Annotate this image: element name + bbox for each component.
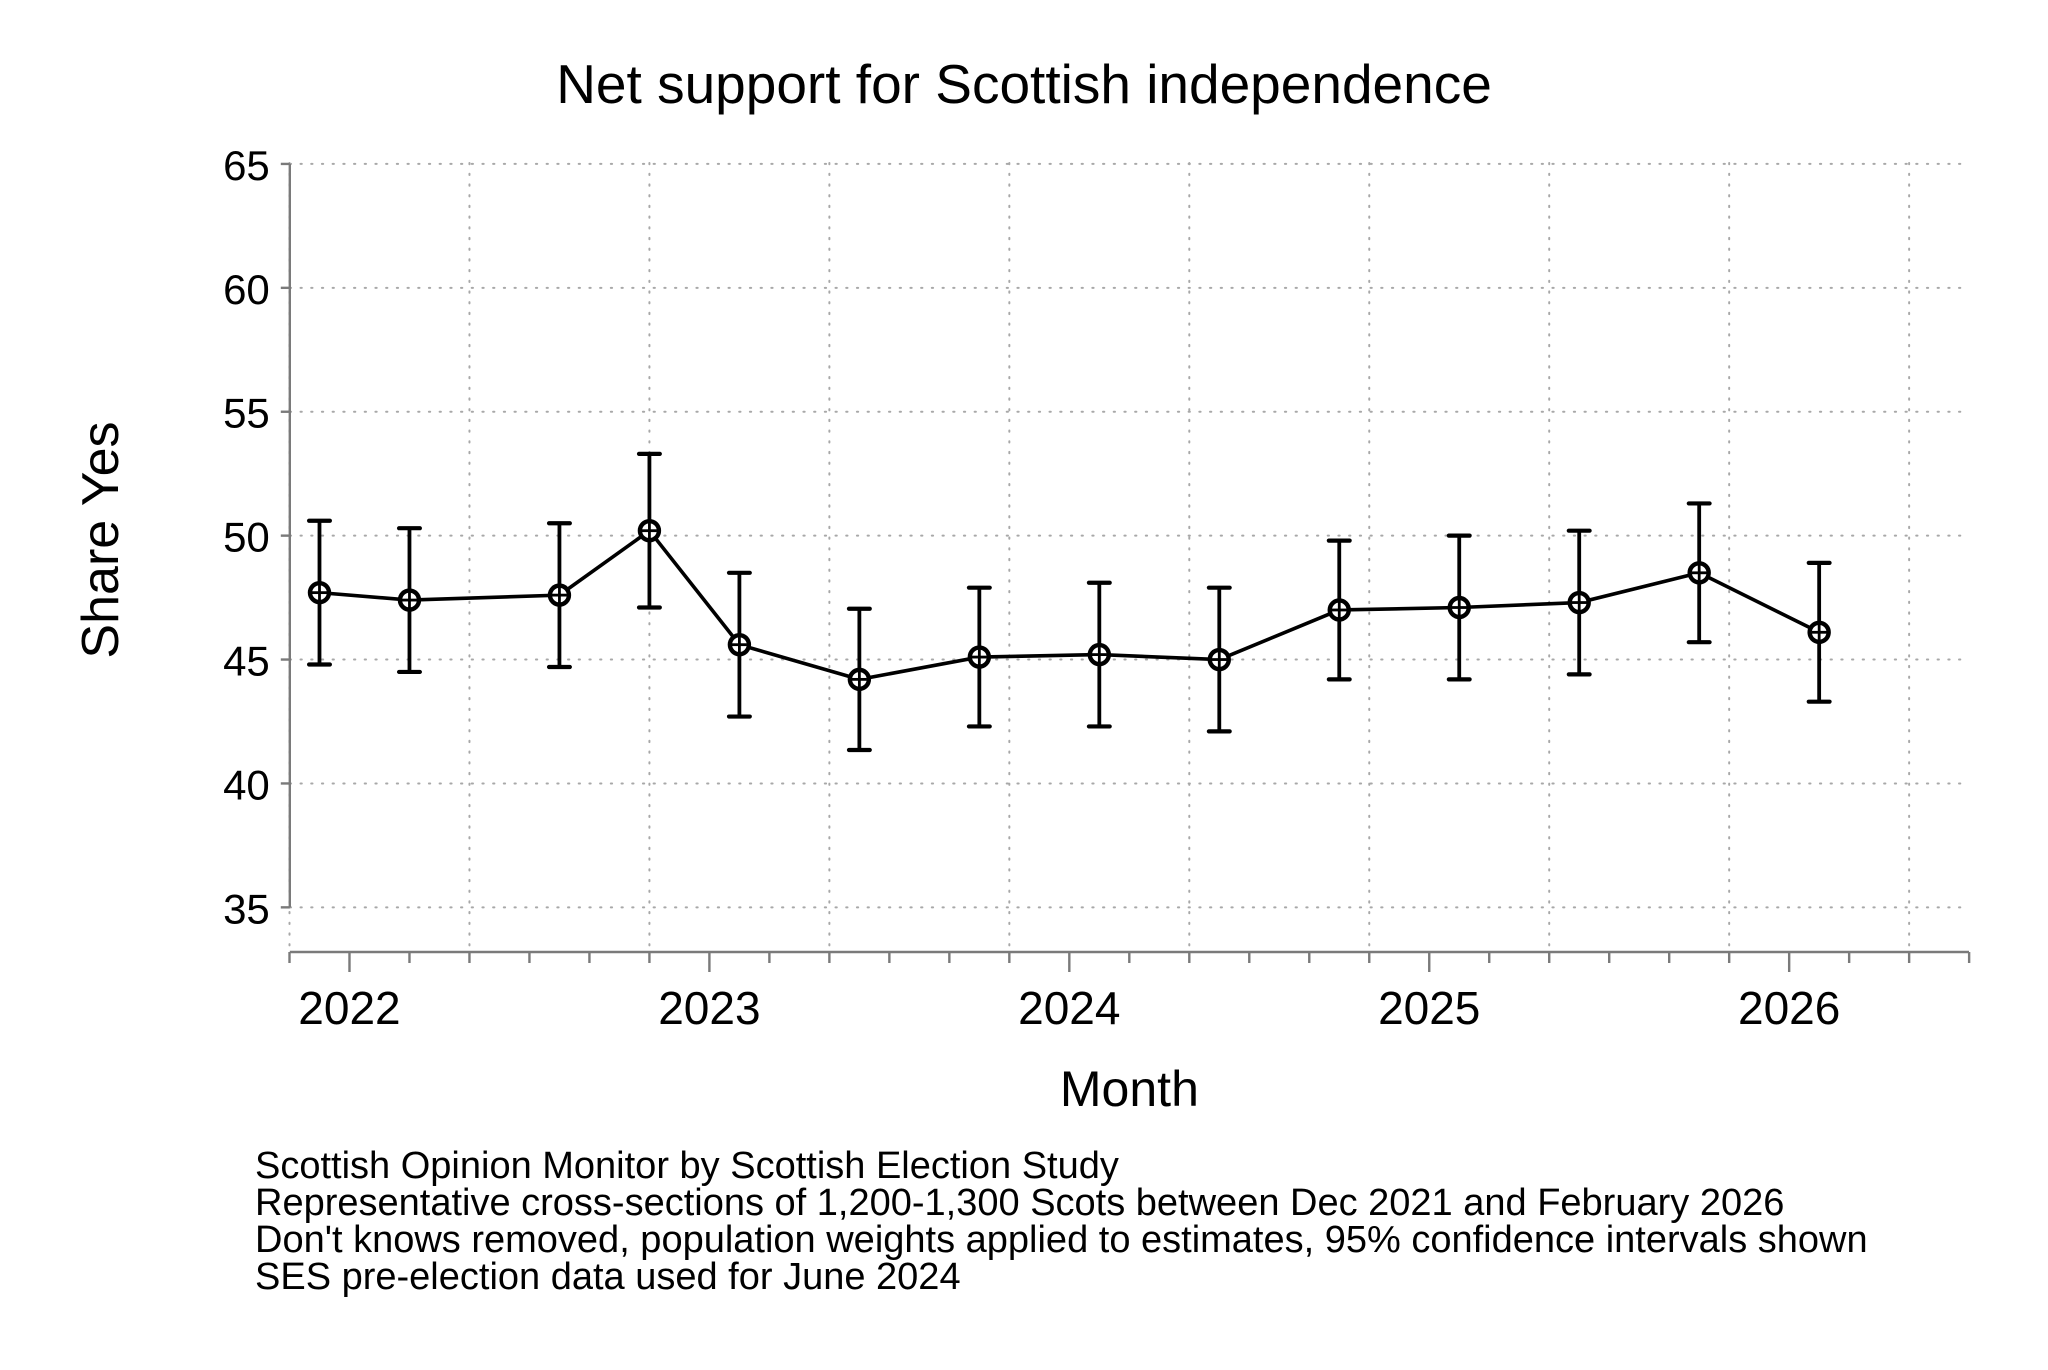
svg-text:65: 65: [223, 142, 270, 189]
svg-text:2023: 2023: [658, 982, 760, 1034]
svg-text:2024: 2024: [1018, 982, 1120, 1034]
svg-text:2026: 2026: [1738, 982, 1840, 1034]
svg-text:50: 50: [223, 514, 270, 561]
svg-text:2025: 2025: [1378, 982, 1480, 1034]
svg-text:2022: 2022: [298, 982, 400, 1034]
svg-text:35: 35: [223, 885, 270, 932]
svg-text:60: 60: [223, 266, 270, 313]
svg-text:55: 55: [223, 390, 270, 437]
svg-text:45: 45: [223, 638, 270, 685]
svg-text:40: 40: [223, 761, 270, 808]
